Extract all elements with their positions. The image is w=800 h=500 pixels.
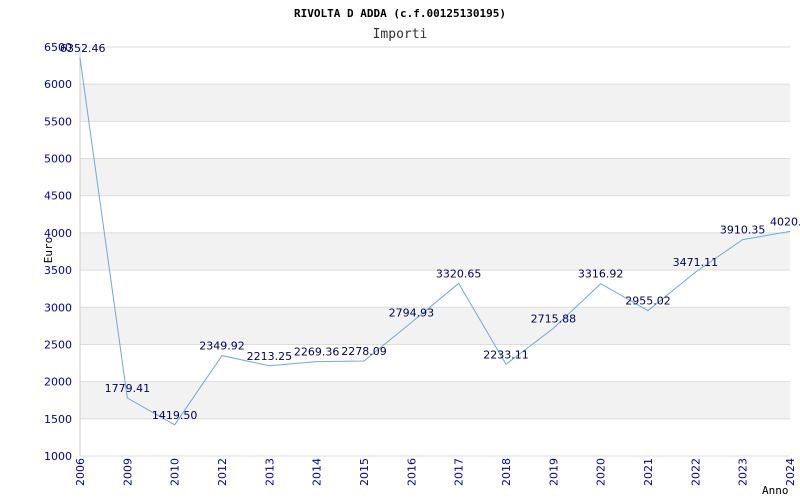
data-label: 4020.06 (770, 215, 800, 228)
grid-band (80, 121, 790, 159)
grid-band (80, 47, 790, 85)
grid-band (80, 158, 790, 196)
x-tick-label: 2019 (547, 458, 560, 486)
x-tick-label: 2010 (169, 458, 182, 486)
x-tick-label: 2015 (358, 458, 371, 486)
y-tick-label: 1000 (44, 450, 72, 463)
data-label: 2955.02 (625, 295, 671, 308)
y-tick-label: 2000 (44, 376, 72, 389)
x-tick-label: 2006 (74, 458, 87, 486)
y-axis-title: Euro (42, 237, 55, 264)
data-label: 2213.25 (247, 350, 293, 363)
y-tick-label: 6500 (44, 41, 72, 54)
data-label: 2794.93 (389, 307, 435, 320)
x-axis-ticks: 2006 2009 2010 2012 2013 2014 2015 2016 2017 2018… (74, 458, 797, 486)
data-label: 1779.41 (105, 382, 151, 395)
x-tick-label: 2016 (405, 458, 418, 486)
series-line (79, 57, 791, 426)
x-tick-label: 2013 (263, 458, 276, 486)
y-tick-label: 4500 (44, 190, 72, 203)
grid-lines (80, 46, 790, 457)
x-tick-label: 2022 (689, 458, 702, 486)
x-tick-label: 2012 (216, 458, 229, 486)
data-label: 2349.92 (199, 340, 245, 353)
grid-band (80, 344, 790, 382)
x-tick-label: 2014 (311, 458, 324, 486)
y-axis-ticks: 1000 1500 2000 2500 3000 3500 4000 4500 5000 5500… (44, 41, 72, 463)
data-label: 3910.35 (720, 224, 766, 237)
data-label: 2715.88 (531, 312, 577, 325)
chart-subtitle: Importi (373, 27, 428, 42)
y-tick-label: 4000 (44, 227, 72, 240)
grid-band (80, 195, 790, 233)
x-axis-title: Anno (762, 484, 789, 497)
data-label: 3471.11 (673, 256, 719, 269)
data-label: 6352.46 (60, 42, 106, 55)
y-tick-label: 5500 (44, 115, 72, 128)
grid-band (80, 381, 790, 419)
chart-title: RIVOLTA D ADDA (c.f.00125130195) (294, 7, 506, 20)
x-tick-label: 2018 (500, 458, 513, 486)
data-label: 3316.92 (578, 268, 624, 281)
y-tick-label: 3000 (44, 301, 72, 314)
data-label: 3320.65 (436, 267, 482, 280)
y-tick-label: 5000 (44, 153, 72, 166)
grid-band (80, 232, 790, 271)
y-tick-label: 1500 (44, 413, 72, 426)
x-tick-label: 2017 (453, 458, 466, 486)
grid-band (80, 270, 790, 308)
data-label: 2269.36 (294, 346, 340, 359)
y-tick-label: 6000 (44, 78, 72, 91)
grid-bands (80, 47, 790, 456)
grid-band (80, 84, 790, 122)
y-tick-label: 3500 (44, 264, 72, 277)
grid-band (80, 307, 790, 345)
data-label: 1419.50 (152, 409, 198, 422)
grid-band (80, 418, 790, 456)
data-label: 2233.11 (483, 348, 529, 361)
x-tick-label: 2024 (784, 458, 797, 486)
x-tick-label: 2023 (737, 458, 750, 486)
y-tick-label: 2500 (44, 338, 72, 351)
x-tick-label: 2009 (121, 458, 134, 486)
data-label: 2278.09 (341, 345, 387, 358)
x-tick-label: 2021 (642, 458, 655, 486)
x-tick-label: 2020 (595, 458, 608, 486)
